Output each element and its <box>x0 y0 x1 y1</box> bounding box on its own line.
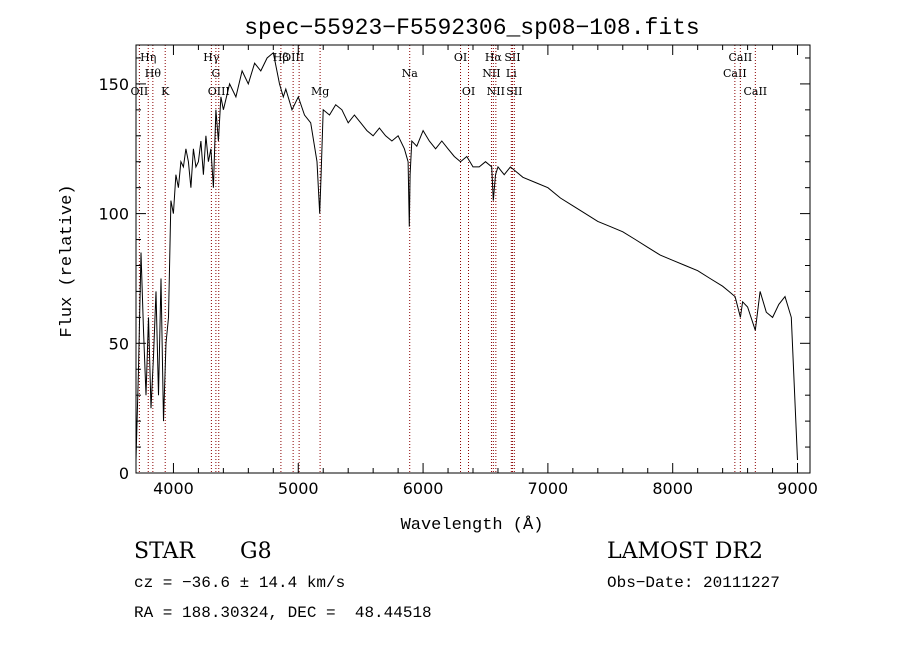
coordinates-text: RA = 188.30324, DEC = 48.44518 <box>134 604 432 622</box>
y-axis-label: Flux (relative) <box>58 184 77 337</box>
plot-frame <box>135 44 811 474</box>
emission-line-label: NII <box>487 85 505 98</box>
y-tick-label: 150 <box>98 75 129 94</box>
x-tick-label: 7000 <box>528 479 569 498</box>
emission-line-label: OII <box>131 85 149 98</box>
emission-line-label: OI <box>454 51 467 64</box>
emission-line-label: K <box>161 85 170 98</box>
redshift-text: cz = −36.6 ± 14.4 km/s <box>134 574 346 592</box>
emission-line-label: SII <box>506 85 522 98</box>
x-axis-label: Wavelength (Å) <box>401 516 544 535</box>
y-tick-label: 100 <box>98 205 129 224</box>
emission-line-label: Hγ <box>203 51 220 64</box>
emission-line-label: Na <box>402 67 419 80</box>
emission-line-label: Hα <box>485 51 503 64</box>
emission-line-label: OIII <box>282 51 304 64</box>
emission-line-label: CaII <box>743 85 767 98</box>
emission-line-label: Mg <box>311 85 329 98</box>
x-tick-label: 6000 <box>403 479 444 498</box>
emission-line-label: CaII <box>729 51 753 64</box>
object-class: STAR <box>134 539 195 564</box>
obs-date-text: Obs−Date: 20111227 <box>607 574 780 592</box>
survey-name: LAMOST DR2 <box>607 539 763 564</box>
emission-line-label: Li <box>506 67 517 80</box>
emission-line-label: CaII <box>723 67 747 80</box>
x-tick-label: 5000 <box>278 479 319 498</box>
y-tick-label: 0 <box>119 464 129 483</box>
emission-line-label: G <box>211 67 220 80</box>
emission-line-label: OI <box>462 85 475 98</box>
chart-title: spec−55923−F5592306_sp08−108.fits <box>244 15 699 41</box>
y-tick-label: 50 <box>109 334 129 353</box>
x-tick-label: 8000 <box>652 479 693 498</box>
spectrum-line <box>135 51 798 461</box>
emission-line-label: OIII <box>208 85 230 98</box>
emission-line-label: NII <box>482 67 500 80</box>
object-subclass: G8 <box>240 539 272 564</box>
x-tick-label: 9000 <box>777 479 818 498</box>
emission-line-label: Hθ <box>145 67 162 80</box>
emission-line-label: Hβ <box>273 51 289 64</box>
emission-line-label: SII <box>504 51 520 64</box>
emission-line-label: Hη <box>140 51 156 64</box>
x-tick-label: 4000 <box>153 479 194 498</box>
